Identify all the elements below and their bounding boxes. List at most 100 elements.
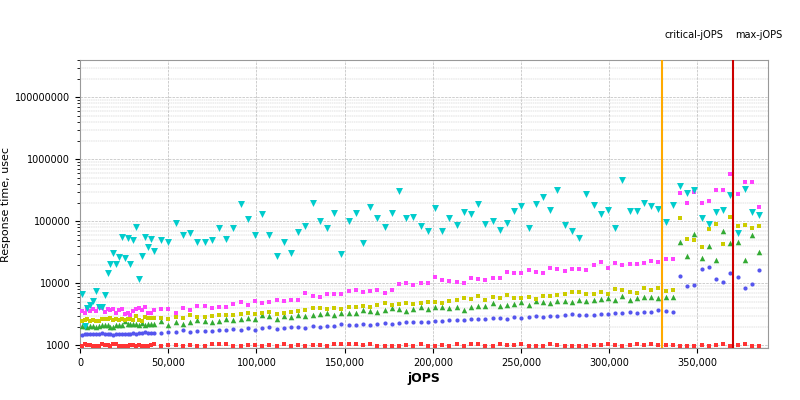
max (84, 302, 97, 308)
max (177, 232, 190, 238)
90-th percentile (328, 312, 341, 318)
max (95, 304, 108, 310)
max (731, 230, 744, 236)
median (220, 326, 233, 333)
median (278, 325, 290, 331)
95-th percentile (292, 308, 305, 314)
95-th percentile (162, 316, 175, 322)
min (551, 342, 564, 348)
min (206, 341, 218, 347)
median (321, 322, 334, 329)
99-th percentile (155, 306, 168, 312)
95-th percentile (695, 244, 708, 250)
median (558, 312, 571, 318)
min (87, 343, 100, 349)
max (371, 214, 384, 221)
90-th percentile (321, 310, 334, 316)
95-th percentile (674, 214, 686, 221)
max (702, 221, 715, 227)
min (724, 343, 737, 349)
99-th percentile (177, 305, 190, 312)
95-th percentile (530, 296, 542, 302)
min (155, 343, 168, 349)
median (133, 330, 146, 336)
max (191, 238, 204, 245)
90-th percentile (652, 294, 665, 301)
99-th percentile (107, 305, 120, 312)
90-th percentile (170, 318, 182, 325)
min (138, 342, 151, 349)
median (580, 312, 593, 318)
min (566, 343, 578, 350)
90-th percentile (717, 228, 730, 235)
min (127, 342, 140, 348)
95-th percentile (357, 303, 370, 309)
min (659, 342, 672, 348)
99-th percentile (93, 304, 106, 311)
95-th percentile (328, 305, 341, 312)
95-th percentile (101, 316, 114, 322)
95-th percentile (731, 222, 744, 229)
min (602, 341, 614, 347)
99-th percentile (681, 200, 694, 206)
99-th percentile (746, 179, 758, 185)
median (101, 331, 114, 337)
max (118, 254, 131, 261)
90-th percentile (688, 231, 701, 237)
99-th percentile (450, 279, 463, 285)
95-th percentile (702, 226, 715, 232)
90-th percentile (443, 305, 456, 311)
95-th percentile (587, 291, 600, 297)
99-th percentile (75, 308, 88, 314)
99-th percentile (436, 276, 449, 283)
max (135, 253, 148, 259)
median (242, 325, 254, 332)
99-th percentile (270, 297, 283, 304)
median (78, 331, 91, 338)
max (508, 208, 521, 214)
95-th percentile (270, 310, 283, 317)
median (702, 264, 715, 270)
max (458, 209, 470, 215)
99-th percentile (688, 189, 701, 196)
90-th percentile (515, 298, 528, 305)
max (263, 231, 276, 238)
max (393, 187, 406, 194)
95-th percentile (666, 286, 679, 293)
99-th percentile (731, 191, 744, 197)
99-th percentile (138, 304, 151, 310)
99-th percentile (263, 299, 276, 306)
max (101, 270, 114, 276)
max (198, 239, 211, 245)
min (587, 341, 600, 348)
median (386, 321, 398, 327)
95-th percentile (263, 309, 276, 315)
median (364, 322, 377, 328)
99-th percentile (234, 299, 247, 305)
median (587, 312, 600, 318)
99-th percentile (400, 280, 413, 286)
min (75, 342, 88, 349)
90-th percentile (75, 323, 88, 330)
90-th percentile (93, 322, 106, 329)
99-th percentile (364, 288, 377, 294)
min (494, 341, 506, 348)
median (695, 266, 708, 272)
90-th percentile (101, 322, 114, 328)
max (227, 225, 240, 232)
90-th percentile (508, 300, 521, 307)
median (162, 329, 175, 336)
min (508, 341, 521, 348)
median (130, 330, 142, 337)
max (602, 206, 614, 213)
95-th percentile (544, 293, 557, 300)
99-th percentile (486, 274, 499, 281)
max (638, 199, 650, 206)
min (364, 341, 377, 347)
min (717, 341, 730, 347)
max (551, 186, 564, 193)
median (746, 280, 758, 287)
90-th percentile (436, 303, 449, 310)
99-th percentile (407, 282, 420, 289)
min (170, 342, 182, 348)
